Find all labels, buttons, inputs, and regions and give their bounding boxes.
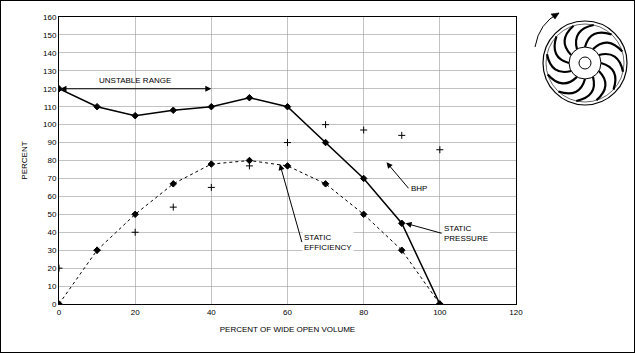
svg-text:PERCENT OF WIDE OPEN VOLUME: PERCENT OF WIDE OPEN VOLUME: [220, 325, 355, 334]
svg-text:80: 80: [47, 156, 56, 165]
svg-text:150: 150: [43, 31, 57, 40]
svg-text:STATICEFFICIENCY: STATICEFFICIENCY: [304, 233, 352, 252]
svg-text:40: 40: [47, 228, 56, 237]
svg-text:60: 60: [283, 308, 292, 317]
svg-text:100: 100: [433, 308, 447, 317]
svg-text:20: 20: [131, 308, 140, 317]
svg-text:40: 40: [207, 308, 216, 317]
svg-text:20: 20: [47, 264, 56, 273]
svg-text:50: 50: [47, 210, 56, 219]
svg-text:UNSTABLE RANGE: UNSTABLE RANGE: [99, 76, 171, 85]
svg-text:110: 110: [44, 102, 57, 111]
svg-text:0: 0: [52, 300, 57, 309]
svg-text:90: 90: [47, 138, 56, 147]
svg-text:120: 120: [43, 85, 57, 94]
svg-text:140: 140: [43, 49, 57, 58]
svg-text:100: 100: [43, 120, 57, 129]
svg-text:130: 130: [43, 67, 57, 76]
svg-text:0: 0: [57, 308, 62, 317]
svg-text:60: 60: [47, 192, 56, 201]
svg-text:160: 160: [43, 13, 57, 22]
svg-text:STATICPRESSURE: STATICPRESSURE: [444, 224, 488, 243]
svg-text:120: 120: [509, 308, 523, 317]
svg-text:BHP: BHP: [411, 184, 427, 193]
svg-text:70: 70: [47, 174, 56, 183]
svg-text:PERCENT: PERCENT: [20, 141, 29, 179]
svg-text:80: 80: [359, 308, 368, 317]
svg-text:10: 10: [47, 282, 56, 291]
svg-text:30: 30: [47, 246, 56, 255]
